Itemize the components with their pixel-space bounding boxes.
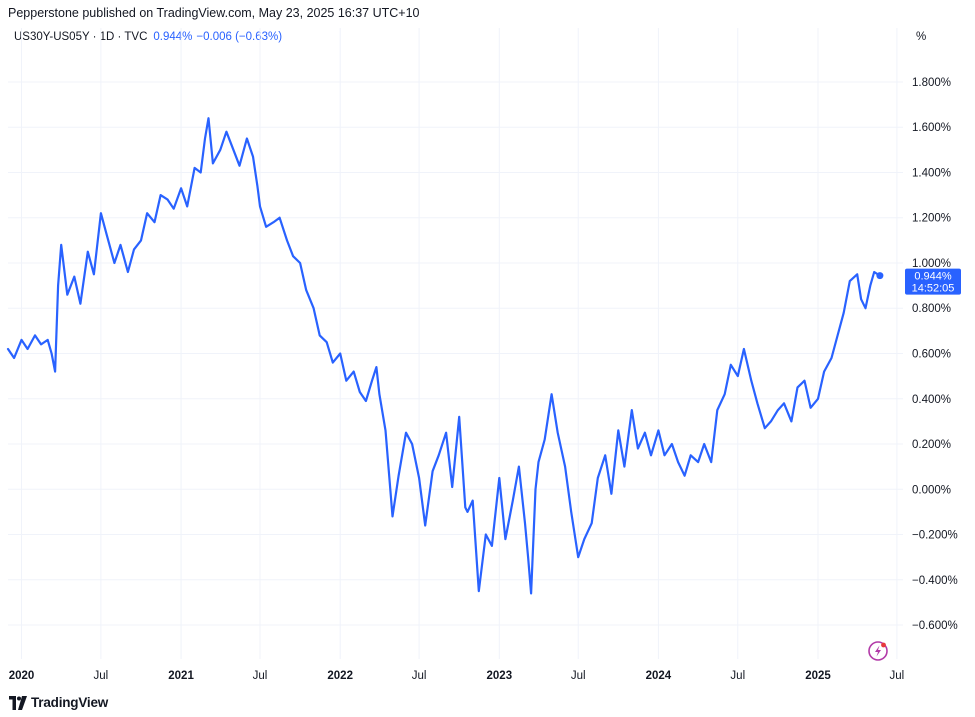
x-tick-label: Jul bbox=[890, 670, 905, 682]
x-tick-label: Jul bbox=[730, 670, 745, 682]
y-tick-label: 0.200% bbox=[912, 439, 951, 451]
price-tag-countdown: 14:52:05 bbox=[912, 283, 955, 295]
x-tick-label: Jul bbox=[412, 670, 427, 682]
price-tag-value: 0.944% bbox=[914, 271, 952, 283]
tradingview-logo-icon bbox=[9, 695, 27, 710]
y-tick-label: 0.000% bbox=[912, 484, 951, 496]
x-tick-label: Jul bbox=[571, 670, 586, 682]
price-tag-bg bbox=[905, 268, 961, 295]
price-tag: 0.944%14:52:05 bbox=[905, 268, 961, 295]
y-tick-label: 0.600% bbox=[912, 349, 951, 361]
x-tick-label: 2021 bbox=[168, 670, 194, 682]
y-tick-label: 1.400% bbox=[912, 167, 951, 179]
brand-name: TradingView bbox=[31, 695, 109, 710]
y-tick-label: 0.400% bbox=[912, 394, 951, 406]
series-line bbox=[6, 117, 881, 595]
y-tick-label: −0.400% bbox=[912, 575, 958, 587]
x-tick-label: 2025 bbox=[805, 670, 831, 682]
x-tick-label: Jul bbox=[253, 670, 268, 682]
y-axis: 1.800% 1.600% 1.400% 1.200% 1.000% 0.800% 0.60… bbox=[912, 77, 958, 632]
x-tick-label: Jul bbox=[94, 670, 109, 682]
y-tick-label: 1.800% bbox=[912, 77, 951, 89]
last-value: 0.944% bbox=[153, 31, 193, 43]
y-tick-label: 0.800% bbox=[912, 303, 951, 315]
y-tick-label: −0.600% bbox=[912, 620, 958, 632]
lightning-icon[interactable] bbox=[868, 641, 888, 661]
y-tick-label: −0.200% bbox=[912, 530, 958, 542]
last-point bbox=[876, 272, 884, 280]
y-tick-label: 1.600% bbox=[912, 122, 951, 134]
x-tick-label: 2022 bbox=[327, 670, 353, 682]
publisher-line: Pepperstone published on TradingView.com… bbox=[8, 6, 420, 20]
y-tick-label: 1.000% bbox=[912, 258, 951, 270]
y-tick-label: 1.200% bbox=[912, 213, 951, 225]
grid bbox=[8, 28, 903, 659]
tradingview-logo[interactable]: TradingView bbox=[9, 695, 108, 710]
series-layer bbox=[6, 117, 884, 595]
price-scale-unit[interactable]: % bbox=[916, 31, 927, 43]
x-tick-label: 2024 bbox=[646, 670, 672, 682]
x-axis: 2020 Jul 2021 Jul 2022 Jul 2023 Jul 2024 Jul 2025 J… bbox=[9, 670, 905, 682]
symbol-legend[interactable]: US30Y-US05Y · 1D · TVC 0.944% −0.006 (−0.6… bbox=[14, 31, 282, 43]
x-tick-label: 2023 bbox=[487, 670, 513, 682]
symbol-label[interactable]: US30Y-US05Y · 1D · TVC bbox=[14, 31, 148, 43]
x-tick-label: 2020 bbox=[9, 670, 35, 682]
change-value: −0.006 (−0.63%) bbox=[196, 31, 283, 43]
